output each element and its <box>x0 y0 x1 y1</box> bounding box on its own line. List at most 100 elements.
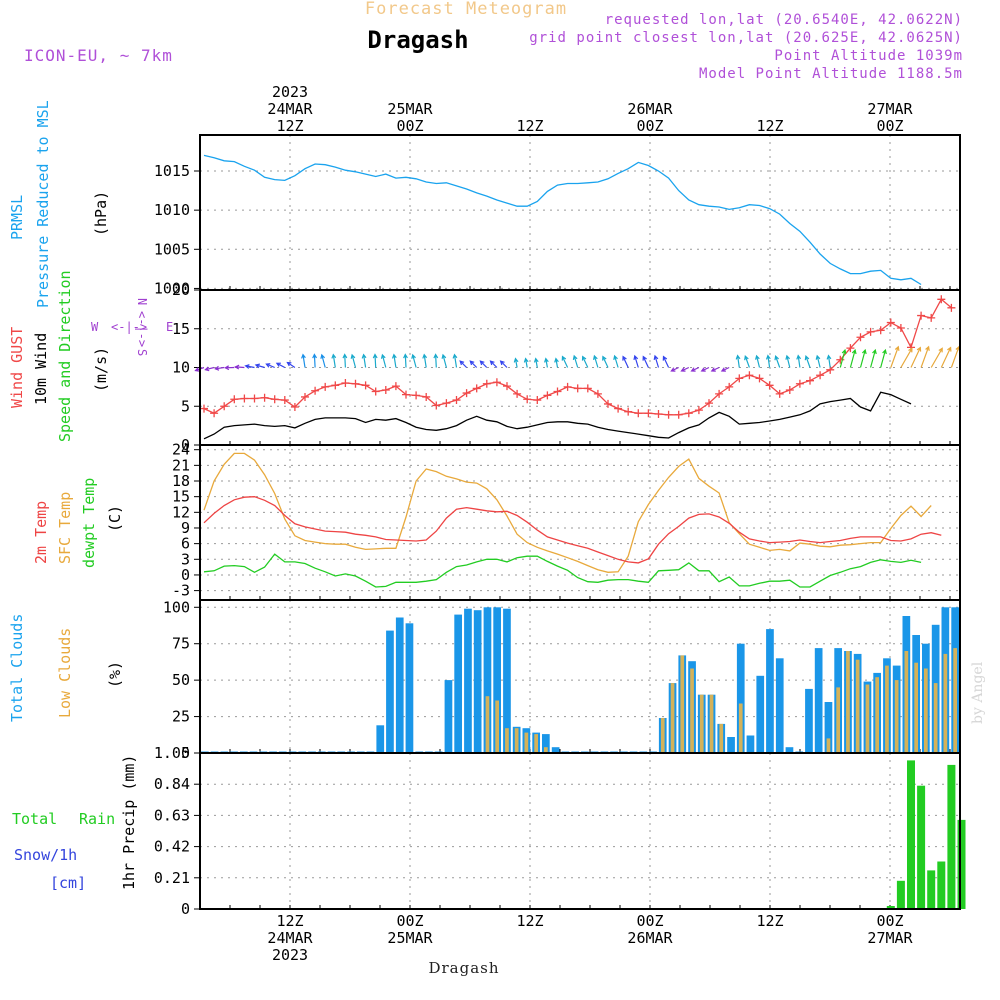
top-time-label: 00Z <box>636 117 663 135</box>
wind-direction-arrow <box>870 348 877 368</box>
speed-direction-label: Speed and Direction <box>56 270 74 442</box>
low-clouds-bar <box>524 732 529 753</box>
wind-direction-arrow <box>254 363 265 369</box>
gust-point <box>947 303 956 312</box>
wind-direction-arrow <box>265 363 275 369</box>
low-clouds-bar <box>894 680 899 753</box>
wind-direction-arrow <box>533 357 539 368</box>
pressure-reduced-label: Pressure Reduced to MSL <box>34 100 52 308</box>
wind-direction-arrow <box>900 347 913 368</box>
grid-point-coords: grid point closest lon,lat (20.625E, 42.… <box>529 30 963 46</box>
top-time-label: 00Z <box>876 117 903 135</box>
total-clouds-label: Total Clouds <box>8 614 26 722</box>
wind-direction-arrow <box>849 348 857 368</box>
wind-direction-arrow <box>785 354 791 368</box>
rain-bar <box>907 760 915 909</box>
top-time-label: 26MAR <box>627 100 673 118</box>
y-tick-label: 50 <box>172 671 190 689</box>
total-clouds-bar <box>746 735 755 753</box>
wind-direction-arrow <box>391 353 397 368</box>
wind-direction-arrow <box>244 364 255 369</box>
y-tick-label: 0 <box>181 436 190 454</box>
wind-direction-arrow <box>602 355 609 368</box>
wind-direction-arrow <box>950 345 961 368</box>
wind-direction-arrow <box>700 366 710 372</box>
wind-direction-arrow <box>774 355 781 368</box>
rain-bar <box>896 880 905 909</box>
wind-direction-arrow <box>642 355 649 368</box>
wind-direction-arrow <box>859 348 867 368</box>
pressure-unit-label: (hPa) <box>92 191 110 236</box>
wind-direction-arrow <box>755 354 761 368</box>
y-tick-label: 18 <box>172 472 190 490</box>
low-clouds-bar <box>924 668 928 753</box>
y-tick-label: 9 <box>181 519 190 537</box>
y-tick-label: 0 <box>181 744 190 762</box>
wind-direction-arrow <box>411 353 417 368</box>
wind-direction-arrow <box>312 353 318 368</box>
low-clouds-bar <box>719 723 724 753</box>
low-clouds-bar <box>699 694 704 753</box>
total-clouds-bar <box>444 680 453 753</box>
wind-direction-arrow <box>554 357 559 368</box>
wind-direction-arrow <box>690 366 700 372</box>
low-clouds-label: Low Clouds <box>56 628 74 718</box>
wind-direction-arrow <box>815 354 821 368</box>
wind-10m-line <box>203 391 912 440</box>
y-tick-label: 0.63 <box>154 806 190 824</box>
y-tick-label: 1000 <box>154 279 190 297</box>
wind-direction-arrow <box>930 347 943 368</box>
total-clouds-bar <box>405 623 414 753</box>
low-clouds-bar <box>690 668 694 753</box>
y-tick-label: 0 <box>181 566 190 584</box>
total-clouds-bar <box>542 734 550 753</box>
rain-bar <box>947 764 956 909</box>
wind-unit-label: (m/s) <box>92 347 110 392</box>
bottom-time-label: 24MAR <box>267 929 313 947</box>
wind-direction-arrow <box>469 360 478 368</box>
wind-gust-label: Wind GUST <box>8 327 26 408</box>
rain-bar <box>937 861 946 909</box>
rain-bar <box>927 870 936 909</box>
wind-direction-arrow <box>489 360 498 368</box>
top-time-label: 2023 <box>272 83 308 101</box>
total-clouds-bar <box>376 725 385 753</box>
dewpt-temp-label: dewpt Temp <box>80 478 98 568</box>
total-clouds-bar <box>805 688 813 753</box>
low-clouds-bar <box>836 687 840 753</box>
wind-direction-arrow <box>710 366 720 372</box>
wind-direction-arrow <box>372 353 378 368</box>
wind-direction-arrow <box>593 354 599 368</box>
total-clouds-bar <box>473 610 482 753</box>
wind-direction-arrow <box>680 366 690 372</box>
wind-direction-arrow <box>204 366 215 372</box>
low-clouds-bar <box>505 728 509 753</box>
low-clouds-bar <box>914 662 918 753</box>
model-point-altitude: Model Point Altitude 1188.5m <box>699 66 963 82</box>
compass-we-arrows: <-|-> <box>111 320 147 334</box>
total-clouds-bar <box>483 607 492 753</box>
wind-direction-arrow <box>920 345 930 368</box>
requested-coords: requested lon,lat (20.6540E, 42.0622N) <box>605 12 963 28</box>
wind-direction-arrow <box>765 354 771 368</box>
y-tick-label: 1.05 <box>154 744 190 762</box>
low-clouds-bar <box>953 648 957 753</box>
footer-location: Dragash <box>428 959 499 977</box>
low-clouds-bar <box>680 655 685 753</box>
wind-direction-arrow <box>890 345 900 368</box>
wind-direction-arrow <box>523 357 529 368</box>
wind-direction-arrow <box>804 355 811 368</box>
y-tick-label: 6 <box>181 535 190 553</box>
top-time-label: 24MAR <box>267 100 313 118</box>
low-clouds-bar <box>846 651 850 753</box>
wind-direction-arrow <box>361 353 367 368</box>
meteogram-subtitle: Forecast Meteogram <box>365 0 567 19</box>
wind-direction-arrow <box>301 353 306 368</box>
compass-e-label: E <box>166 320 173 334</box>
y-tick-label: 0.84 <box>154 775 190 793</box>
bottom-time-label: 00Z <box>396 912 423 930</box>
bottom-time-label: 12Z <box>516 912 543 930</box>
wind-direction-arrow <box>224 365 235 371</box>
wind-direction-arrow <box>331 353 337 368</box>
